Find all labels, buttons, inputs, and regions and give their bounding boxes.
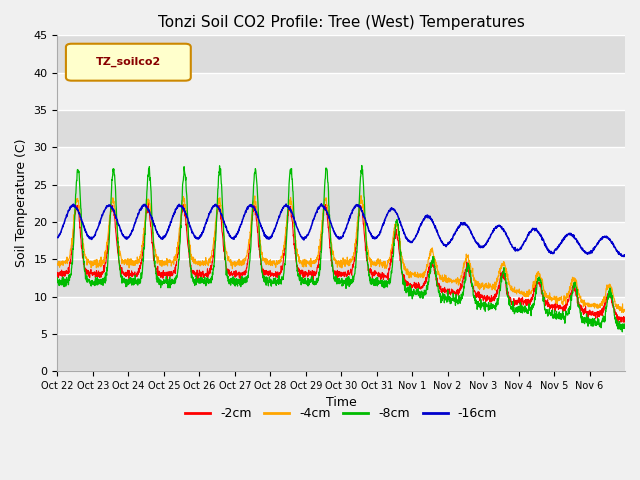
Bar <box>58 147 625 185</box>
Y-axis label: Soil Temperature (C): Soil Temperature (C) <box>15 139 28 267</box>
FancyBboxPatch shape <box>66 44 191 81</box>
Bar <box>58 110 625 147</box>
Text: TZ_soilco2: TZ_soilco2 <box>96 57 161 67</box>
Bar <box>58 72 625 110</box>
Bar <box>58 222 625 259</box>
Bar <box>58 297 625 334</box>
Legend: -2cm, -4cm, -8cm, -16cm: -2cm, -4cm, -8cm, -16cm <box>180 402 502 425</box>
Bar <box>58 259 625 297</box>
Bar <box>58 36 625 72</box>
Title: Tonzi Soil CO2 Profile: Tree (West) Temperatures: Tonzi Soil CO2 Profile: Tree (West) Temp… <box>158 15 525 30</box>
Bar <box>58 334 625 371</box>
X-axis label: Time: Time <box>326 396 356 409</box>
Bar <box>58 185 625 222</box>
